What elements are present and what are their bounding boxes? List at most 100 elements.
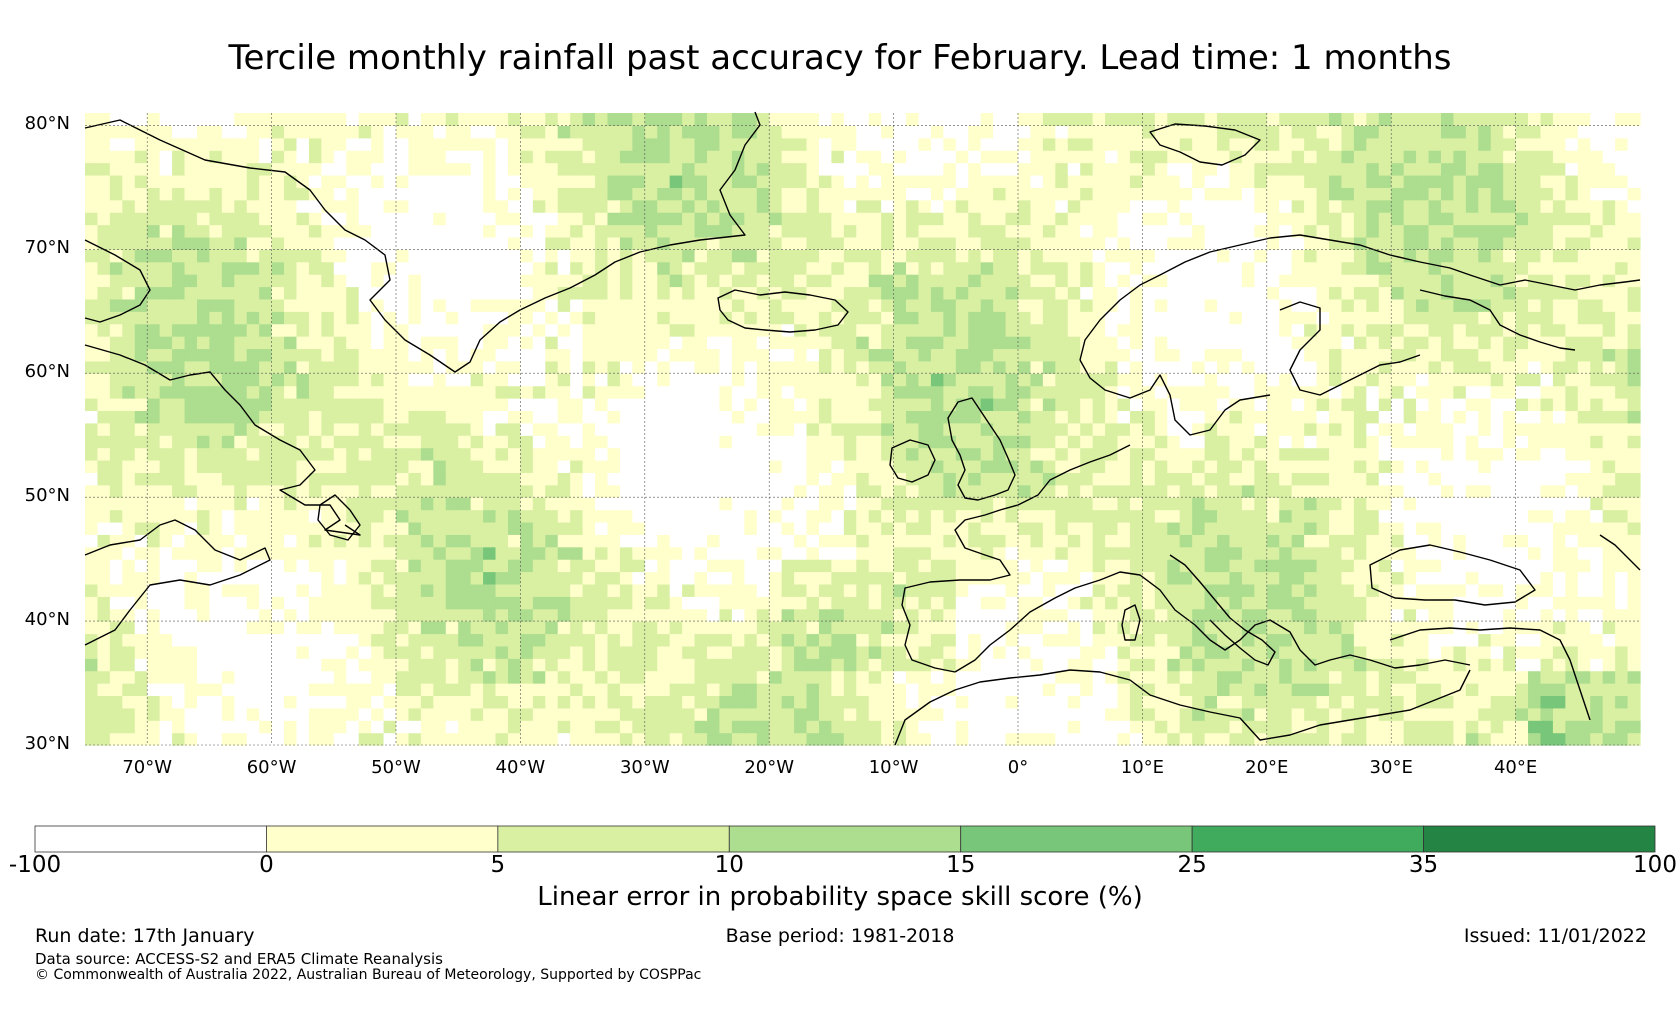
grid-cell (147, 608, 161, 622)
grid-cell (1602, 410, 1616, 424)
grid-cell (520, 286, 534, 300)
grid-cell (396, 398, 410, 412)
grid-cell (1416, 447, 1430, 461)
grid-cell (843, 274, 857, 288)
grid-cell (483, 435, 497, 449)
grid-cell (1552, 435, 1566, 449)
grid-cell (545, 633, 559, 647)
grid-cell (1341, 583, 1355, 597)
grid-cell (1341, 435, 1355, 449)
grid-cell (955, 410, 969, 424)
grid-cell (595, 336, 609, 350)
grid-cell (507, 596, 521, 610)
grid-cell (1378, 435, 1392, 449)
grid-cell (1279, 559, 1293, 573)
grid-cell (719, 546, 733, 560)
grid-cell (1142, 336, 1156, 350)
grid-cell (1291, 583, 1305, 597)
grid-cell (495, 385, 509, 399)
grid-cell (1528, 261, 1542, 275)
grid-cell (470, 298, 484, 312)
grid-cell (707, 583, 721, 597)
grid-cell (1403, 360, 1417, 374)
grid-cell (943, 521, 957, 535)
grid-cell (1615, 521, 1629, 535)
grid-cell (868, 459, 882, 473)
grid-cell (644, 571, 658, 585)
grid-cell (781, 571, 795, 585)
grid-cell (308, 509, 322, 523)
grid-cell (557, 596, 571, 610)
grid-cell (906, 571, 920, 585)
grid-cell (644, 336, 658, 350)
grid-cell (1105, 323, 1119, 337)
grid-cell (1615, 509, 1629, 523)
grid-cell (744, 484, 758, 498)
grid-cell (483, 261, 497, 275)
grid-cell (483, 398, 497, 412)
grid-cell (321, 398, 335, 412)
grid-cell (930, 249, 944, 263)
grid-cell (1042, 683, 1056, 697)
grid-cell (1117, 707, 1131, 721)
grid-cell (1167, 398, 1181, 412)
grid-cell (669, 422, 683, 436)
grid-cell (794, 348, 808, 362)
grid-cell (507, 348, 521, 362)
grid-cell (259, 398, 273, 412)
grid-cell (196, 435, 210, 449)
grid-cell (545, 497, 559, 511)
grid-cell (420, 497, 434, 511)
grid-cell (532, 608, 546, 622)
grid-cell (669, 261, 683, 275)
grid-cell (1179, 608, 1193, 622)
grid-cell (470, 521, 484, 535)
grid-cell (1602, 385, 1616, 399)
grid-cell (1279, 596, 1293, 610)
grid-cell (420, 373, 434, 387)
grid-cell (408, 373, 422, 387)
grid-cell (1490, 348, 1504, 362)
grid-cell (346, 608, 360, 622)
grid-cell (1440, 398, 1454, 412)
grid-cell (1030, 732, 1044, 746)
grid-cell (333, 410, 347, 424)
grid-cell (520, 534, 534, 548)
grid-cell (234, 670, 248, 684)
grid-cell (794, 732, 808, 746)
grid-cell (520, 435, 534, 449)
grid-cell (532, 621, 546, 635)
grid-cell (1229, 249, 1243, 263)
grid-cell (1627, 261, 1641, 275)
grid-cell (221, 261, 235, 275)
grid-cell (172, 720, 186, 734)
grid-cell (806, 534, 820, 548)
grid-cell (1105, 583, 1119, 597)
grid-cell (470, 261, 484, 275)
grid-cell (1378, 286, 1392, 300)
grid-cell (221, 472, 235, 486)
grid-cell (159, 633, 173, 647)
grid-cell (1291, 559, 1305, 573)
grid-cell (843, 385, 857, 399)
grid-cell (371, 435, 385, 449)
grid-cell (420, 472, 434, 486)
grid-cell (731, 695, 745, 709)
grid-cell (1391, 484, 1405, 498)
grid-cell (1615, 583, 1629, 597)
grid-cell (1403, 323, 1417, 337)
grid-cell (881, 621, 895, 635)
grid-cell (408, 311, 422, 325)
grid-cell (545, 249, 559, 263)
grid-cell (818, 707, 832, 721)
grid-cell (1179, 484, 1193, 498)
grid-cell (234, 484, 248, 498)
grid-cell (1291, 286, 1305, 300)
grid-cell (284, 571, 298, 585)
grid-cell (893, 373, 907, 387)
grid-cell (1167, 422, 1181, 436)
grid-cell (184, 360, 198, 374)
grid-cell (731, 521, 745, 535)
grid-cell (172, 435, 186, 449)
grid-cell (1055, 311, 1069, 325)
